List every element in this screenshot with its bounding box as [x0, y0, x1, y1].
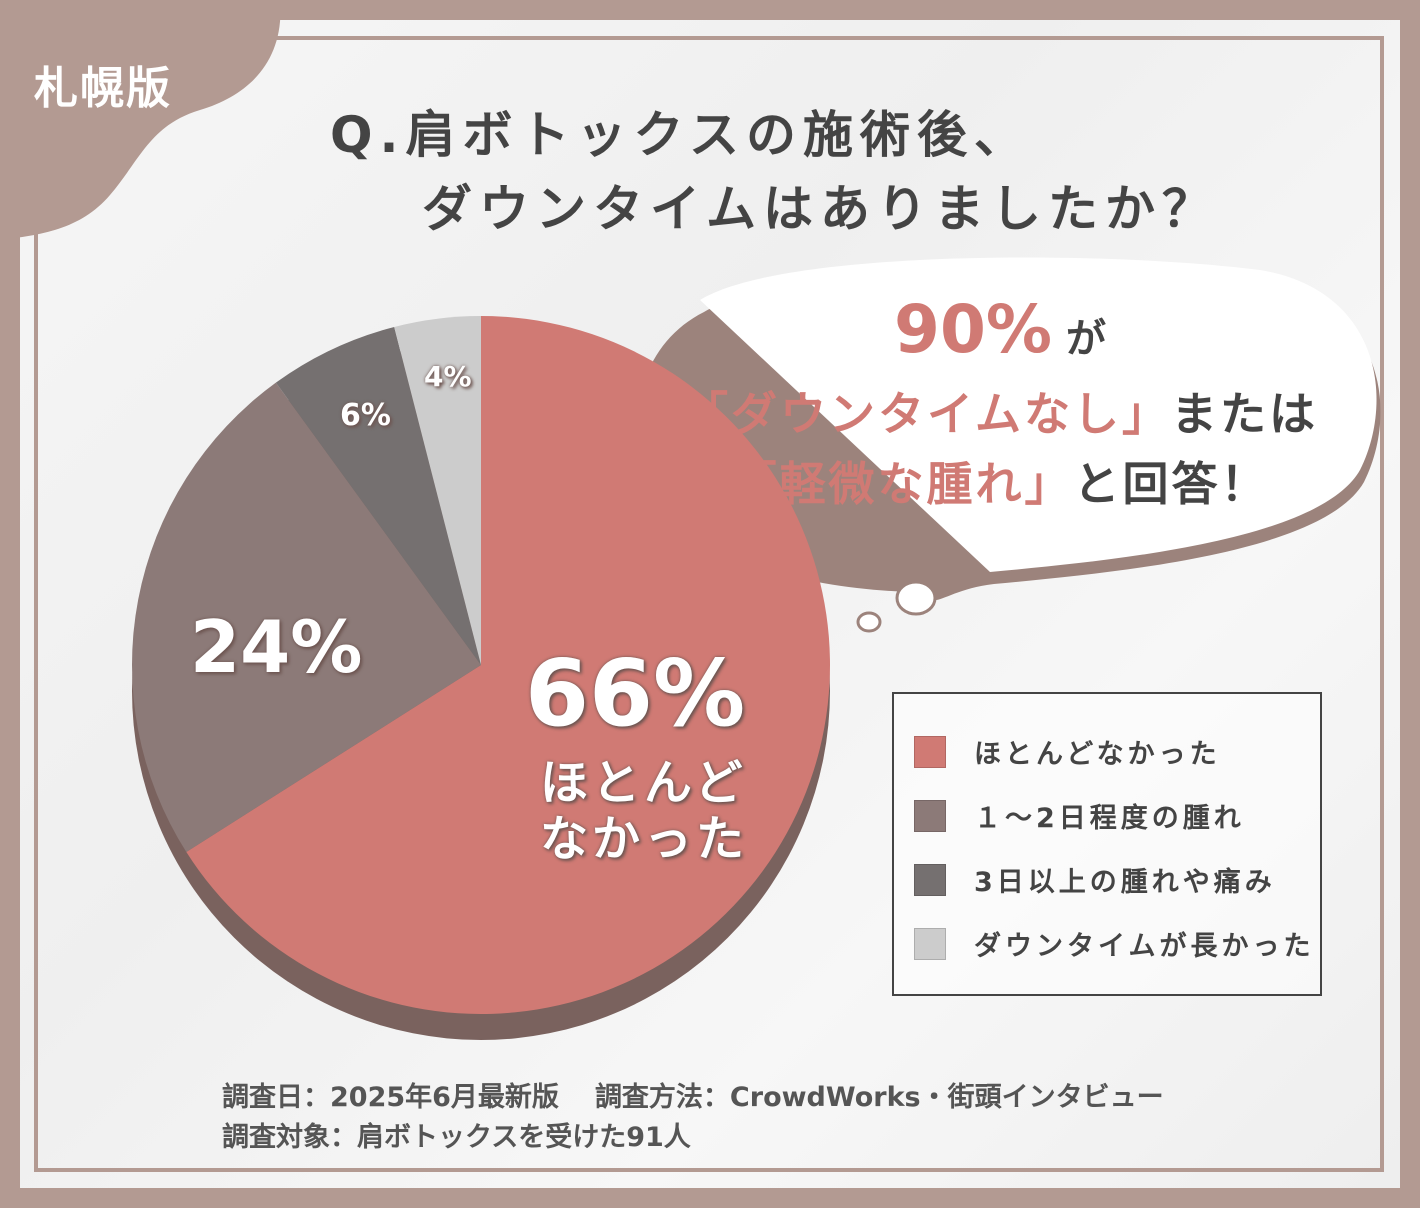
legend-item: 3日以上の腫れや痛み [914, 860, 1276, 899]
survey-footer: 調査日：2025年6月最新版 調査方法：CrowdWorks・街頭インタビュー 調… [222, 1078, 1164, 1158]
data-label-66-sub: ほとんど なかった [540, 755, 748, 867]
bubble-quote-1: 「ダウンタイムなし」 [681, 387, 1172, 441]
legend-label: ダウンタイムが長かった [974, 931, 1315, 962]
legend-label: １～2日程度の腫れ [974, 803, 1245, 834]
legend-swatch [914, 927, 946, 960]
legend-swatch [914, 799, 946, 832]
bubble-matawa: または [1171, 387, 1319, 441]
bubble-text: 90% が 「ダウンタイムなし」または 「軽微な腫れ」と回答！ [640, 290, 1360, 519]
bubble-ga: が [1065, 316, 1106, 362]
frame-border [34, 36, 1384, 1172]
pie-slice-3 [394, 316, 481, 665]
data-label-24: 24% [190, 605, 363, 689]
bubble-body [700, 257, 1377, 572]
legend-label: ほとんどなかった [974, 739, 1221, 770]
survey-method: 調査方法：CrowdWorks・街頭インタビュー [594, 1082, 1164, 1113]
data-label-sub-line2: なかった [540, 811, 749, 867]
title-line-1: Q.肩ボトックスの施術後、 [330, 106, 1031, 164]
legend-label: 3日以上の腫れや痛み [974, 867, 1276, 898]
thought-bubble-large [895, 580, 937, 616]
data-label-6: 6% [340, 398, 391, 433]
thought-bubble-small [856, 611, 882, 633]
data-label-sub-line1: ほとんど [540, 755, 747, 811]
pie-chart [131, 316, 830, 1040]
corner-blob [0, 0, 281, 240]
legend: ほとんどなかった １～2日程度の腫れ 3日以上の腫れや痛み ダウンタイムが長かっ… [892, 692, 1322, 996]
bubble-percent: 90% [894, 291, 1053, 368]
legend-item: ダウンタイムが長かった [914, 924, 1314, 963]
bubble-answer: と回答！ [1073, 457, 1270, 511]
speech-bubble [636, 257, 1381, 633]
region-badge: 札幌版 [34, 63, 172, 114]
survey-date: 調査日：2025年6月最新版 [222, 1082, 559, 1113]
question-title: Q.肩ボトックスの施術後、 ダウンタイムはありましたか？ [330, 98, 1219, 246]
bubble-quote-2: 「軽微な腫れ」 [730, 457, 1074, 511]
data-label-66: 66% [525, 640, 746, 747]
legend-swatch [914, 735, 946, 768]
title-line-2: ダウンタイムはありましたか？ [422, 180, 1219, 238]
legend-item: １～2日程度の腫れ [914, 796, 1245, 835]
data-label-4: 4% [424, 360, 472, 393]
pie-slice-0 [186, 316, 830, 1014]
pie-slice-1 [131, 382, 481, 853]
legend-item: ほとんどなかった [914, 732, 1221, 771]
survey-target: 調査対象：肩ボトックスを受けた91人 [222, 1122, 691, 1153]
legend-swatch [914, 863, 946, 896]
pie-slice-2 [275, 326, 481, 665]
